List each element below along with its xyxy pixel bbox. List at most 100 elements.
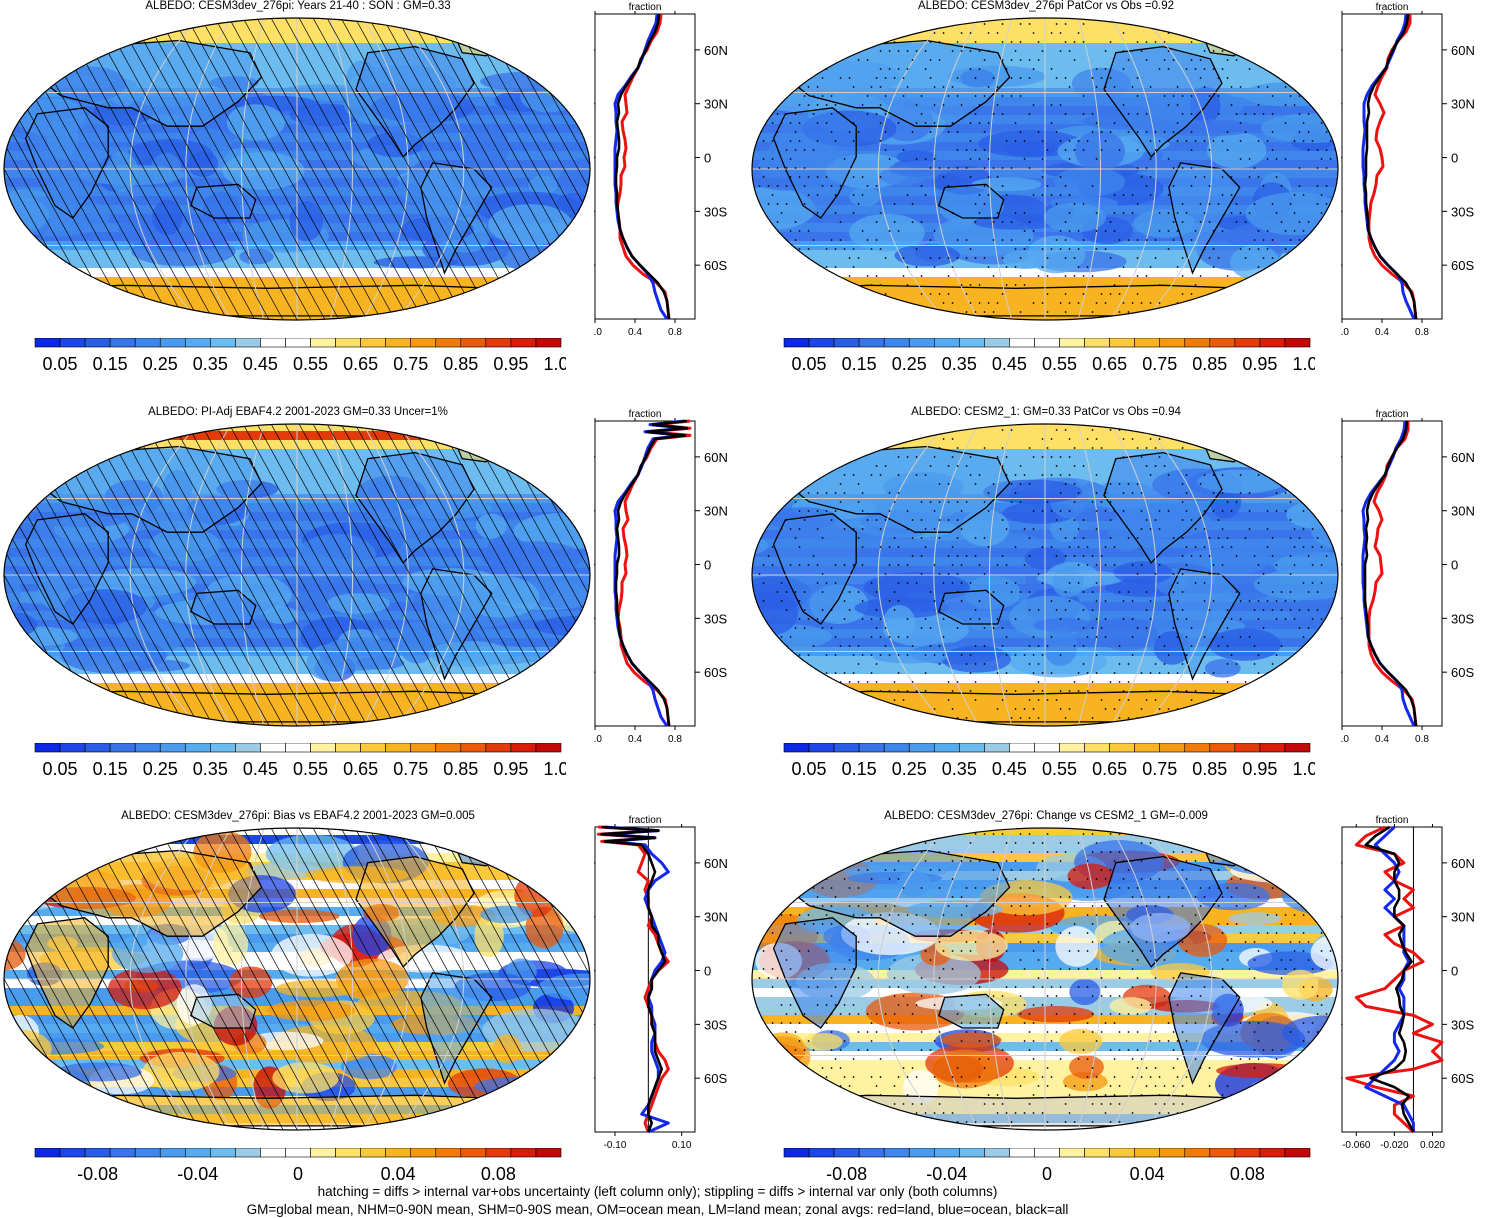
colorbar-swatch [335, 338, 361, 348]
colorbar-tick-label: 0.45 [243, 354, 278, 374]
colorbar-tick-label: 0.15 [93, 354, 128, 374]
colorbar-swatch [1159, 743, 1186, 753]
zonal-line-land [1345, 825, 1444, 1134]
colorbar-tick-label: 0.05 [43, 759, 78, 779]
colorbar-tick-label: 0.85 [443, 759, 478, 779]
zonal-ytick-label: 60S [704, 258, 727, 273]
zonal-line-all [1363, 420, 1418, 727]
zonal-ytick-label: 0 [1451, 558, 1458, 573]
colorbar-swatch [84, 1148, 111, 1158]
colorbar-swatch [833, 743, 860, 753]
zonal-line-all [600, 825, 667, 1133]
zonal-line-land [596, 825, 670, 1133]
colorbar-swatch [1059, 338, 1085, 348]
colorbar-tick-label: 0.95 [1242, 759, 1277, 779]
zonal-xtick-label: 0.0 [594, 327, 602, 338]
panel-title-3: ALBEDO: PI-Adj EBAF4.2 2001-2023 GM=0.33… [148, 406, 448, 418]
colorbar-swatch [1234, 338, 1261, 348]
colorbar-swatch [510, 743, 537, 753]
zonal-xlabel: fraction [629, 2, 662, 13]
colorbar-swatch [1234, 743, 1261, 753]
colorbar-tick-label: 0.45 [992, 759, 1027, 779]
panel-title-2: ALBEDO: CESM3dev_276pi PatCor vs Obs =0.… [917, 0, 1175, 12]
colorbar-swatch [1209, 338, 1236, 348]
colorbar-tick-label: 0.55 [293, 354, 328, 374]
colorbar-swatch [984, 1148, 1010, 1158]
colorbar-swatch [385, 1148, 412, 1158]
colorbar-swatch [1109, 1148, 1135, 1158]
zonal-xlabel: fraction [629, 815, 662, 826]
colorbar-tick-label: -0.08 [77, 1164, 118, 1184]
colorbar-tick-label: 0.35 [193, 354, 228, 374]
colorbar-tick-label: 0.65 [343, 759, 378, 779]
colorbar-tick-label: 0.04 [381, 1164, 416, 1184]
zonal-xtick-label: 0.4 [1375, 327, 1389, 338]
colorbar-swatch [883, 338, 910, 348]
zonal-xtick-label: 0.020 [1420, 1140, 1445, 1151]
colorbar-swatch [410, 743, 437, 753]
colorbar-swatch [908, 1148, 935, 1158]
colorbar-swatch [460, 1148, 487, 1158]
colorbar-swatch [908, 743, 935, 753]
colorbar-swatch [335, 1148, 361, 1158]
zonal-ytick-label: 0 [1451, 151, 1458, 166]
zonal-xlabel: fraction [629, 409, 662, 420]
colorbar-tick-label: 0.85 [1192, 759, 1227, 779]
colorbar-swatch [285, 1148, 311, 1158]
colorbar-swatch [959, 743, 985, 753]
zonal-ytick-label: 30N [1451, 910, 1475, 925]
colorbar-swatch [360, 338, 386, 348]
zonal-ytick-label: 30S [1451, 204, 1474, 219]
colorbar-tick-label: 0.05 [792, 759, 827, 779]
colorbar-swatch [310, 338, 336, 348]
colorbar-swatch [1084, 338, 1110, 348]
colorbar-swatch [833, 338, 860, 348]
colorbar-swatch [34, 1148, 61, 1158]
zonal-line-all [1364, 825, 1415, 1133]
colorbar-swatch [485, 338, 512, 348]
colorbar-swatch [1009, 1148, 1035, 1158]
colorbar-tick-label: 0.35 [942, 354, 977, 374]
map-panel-3 [3, 423, 591, 727]
colorbar-swatch [1134, 1148, 1161, 1158]
colorbar-swatch [984, 743, 1010, 753]
colorbar-swatch [858, 338, 885, 348]
colorbar-swatch [858, 743, 885, 753]
colorbar-swatch [210, 338, 236, 348]
zonal-ytick-label: 60N [704, 450, 728, 465]
zonal-xtick-label: 0.0 [594, 734, 602, 745]
footnote-line1: hatching = diffs > internal var+obs unce… [317, 1184, 998, 1199]
colorbar-tick-label: 0.45 [992, 354, 1027, 374]
colorbar-swatch [1234, 1148, 1261, 1158]
colorbar-swatch [285, 743, 311, 753]
colorbar-swatch [1059, 1148, 1085, 1158]
colorbar-tick-label: 0.65 [1092, 354, 1127, 374]
zonal-xtick-label: -0.060 [1342, 1140, 1371, 1151]
colorbar-swatch [858, 1148, 885, 1158]
colorbar-swatch [435, 1148, 462, 1158]
colorbar-swatch [933, 338, 960, 348]
colorbar-swatch [460, 743, 487, 753]
colorbar-swatch [59, 338, 86, 348]
colorbar-4: 0.05 0.15 0.25 0.35 0.45 0.55 0.65 0.75 0.85 0.95… [783, 743, 1315, 779]
colorbar-swatch [1284, 338, 1311, 348]
zonal-xtick-label: 0.4 [628, 734, 642, 745]
colorbar-swatch [908, 338, 935, 348]
colorbar-tick-label: -0.08 [826, 1164, 867, 1184]
colorbar-tick-label: 0.95 [493, 759, 528, 779]
panel-title-4: ALBEDO: CESM2_1: GM=0.33 PatCor vs Obs =… [911, 406, 1181, 418]
colorbar-swatch [1159, 338, 1186, 348]
colorbar-swatch [435, 338, 462, 348]
zonal-line-all [614, 419, 689, 727]
colorbar-swatch [184, 1148, 211, 1158]
colorbar-swatch [310, 743, 336, 753]
colorbar-swatch [1034, 1148, 1060, 1158]
colorbar-tick-label: 0.08 [1230, 1164, 1265, 1184]
colorbar-swatch [1184, 743, 1211, 753]
colorbar-swatch [783, 1148, 810, 1158]
colorbar-swatch [210, 743, 236, 753]
colorbar-swatch [360, 1148, 386, 1158]
zonal-xlabel: fraction [1376, 815, 1409, 826]
zonal-xtick-label: -0.020 [1380, 1140, 1409, 1151]
zonal-ytick-label: 30S [704, 1017, 727, 1032]
